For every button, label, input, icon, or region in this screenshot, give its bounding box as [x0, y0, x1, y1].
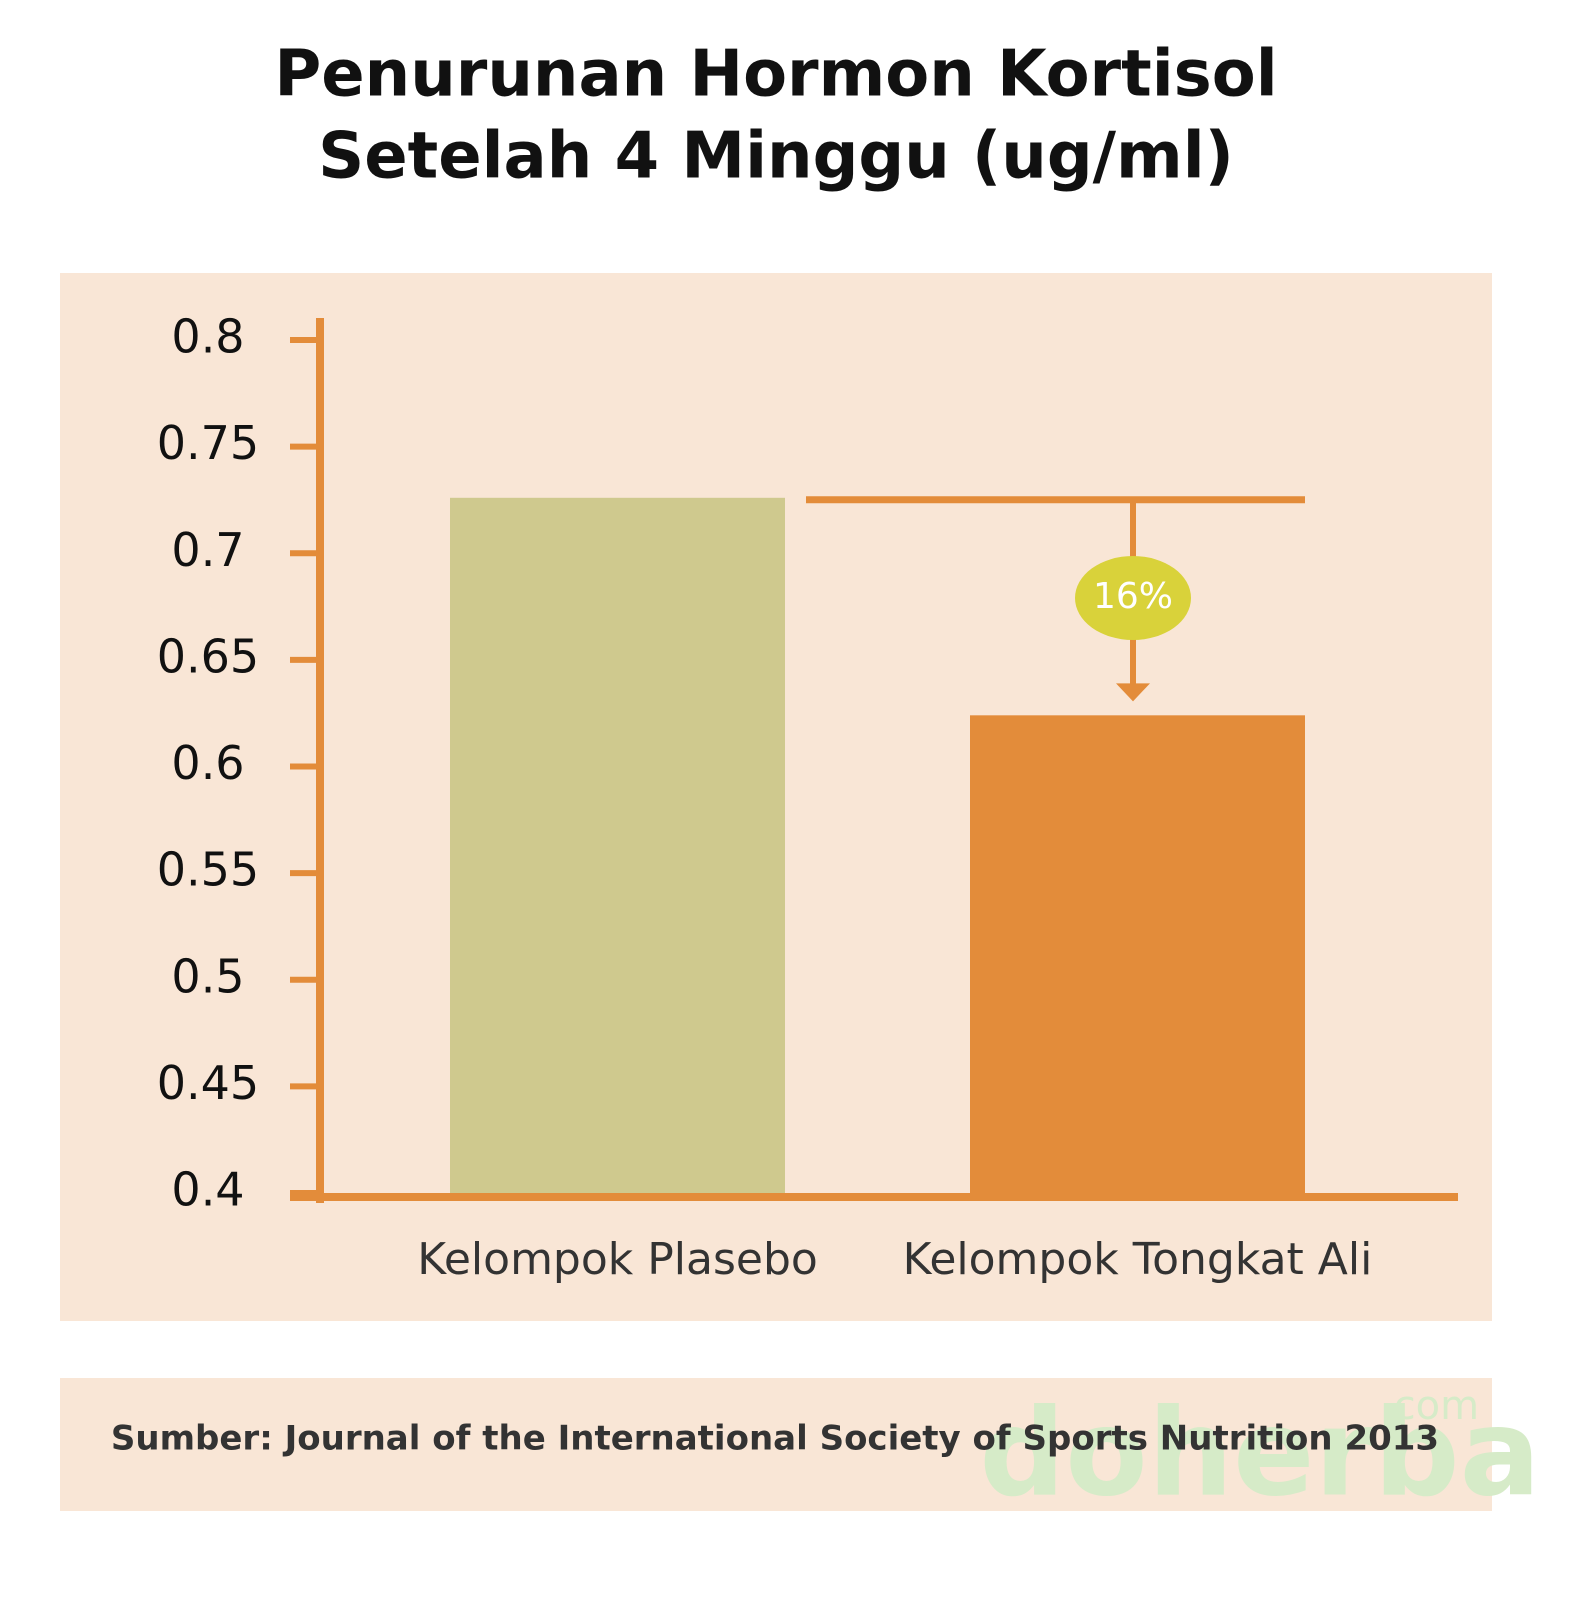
chart-title: Penurunan Hormon Kortisol — [274, 38, 1277, 112]
annotation-label: 16% — [1093, 576, 1173, 617]
y-tick-label: 0.4 — [171, 1163, 244, 1217]
chart-title: Setelah 4 Minggu (ug/ml) — [318, 120, 1234, 194]
y-tick-label: 0.75 — [157, 416, 259, 470]
y-tick-label: 0.8 — [171, 310, 244, 364]
y-tick-label: 0.5 — [171, 949, 244, 1003]
watermark: doherba — [979, 1385, 1540, 1524]
source-text: Sumber: Journal of the International Soc… — [111, 1419, 1439, 1459]
y-tick-label: 0.45 — [157, 1056, 259, 1110]
watermark-suffix: .com — [1381, 1383, 1479, 1429]
y-tick-label: 0.55 — [157, 843, 259, 897]
x-tick-label: Kelompok Plasebo — [417, 1234, 818, 1285]
y-tick-label: 0.65 — [157, 629, 259, 683]
bar — [450, 497, 785, 1193]
x-tick-label: Kelompok Tongkat Ali — [903, 1234, 1373, 1285]
y-tick-label: 0.6 — [171, 736, 244, 790]
source-panel — [60, 1378, 1492, 1511]
bar — [970, 715, 1305, 1193]
annotation-badge — [1075, 556, 1191, 640]
arrow-head — [1116, 683, 1150, 702]
y-tick-label: 0.7 — [171, 523, 244, 577]
